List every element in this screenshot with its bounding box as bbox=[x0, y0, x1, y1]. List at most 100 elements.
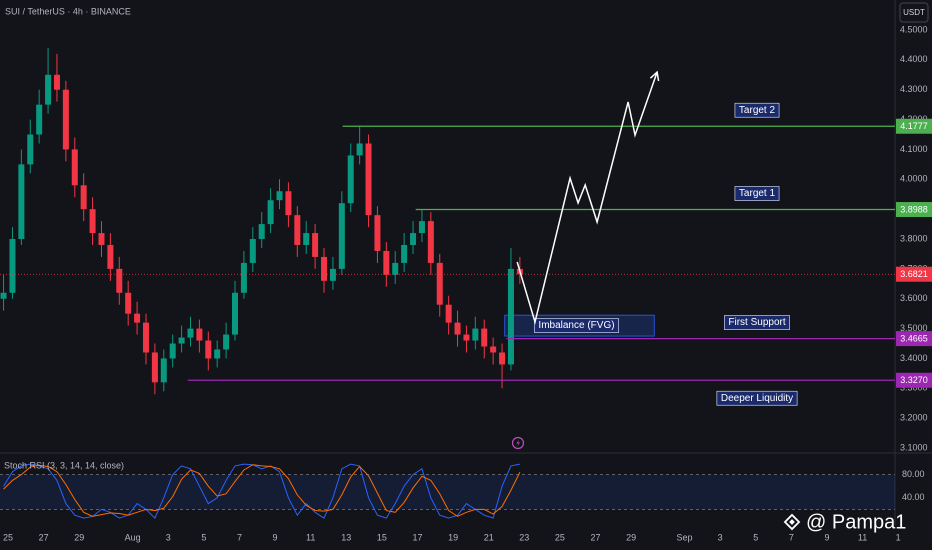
oscillator-pane: Stoch RSI (3, 3, 14, 14, close) bbox=[0, 460, 895, 519]
x-tick-label: 23 bbox=[519, 532, 529, 542]
projection-path bbox=[516, 71, 658, 325]
candle-body bbox=[392, 262, 399, 275]
x-tick-label: 3 bbox=[718, 532, 723, 542]
level-price-box bbox=[896, 118, 932, 134]
oscillator-title: Stoch RSI (3, 3, 14, 14, close) bbox=[4, 460, 124, 470]
candle-body bbox=[151, 352, 158, 383]
x-tick-label: 27 bbox=[39, 532, 49, 542]
x-tick-label: 29 bbox=[74, 532, 84, 542]
y-tick-label: 3.4000 bbox=[900, 353, 928, 363]
candle-body bbox=[36, 104, 43, 135]
candle-body bbox=[329, 268, 336, 281]
y-tick-label: 3.6000 bbox=[900, 293, 928, 303]
candle-body bbox=[107, 244, 114, 269]
candle-body bbox=[338, 203, 345, 269]
y-tick-label: 3.5000 bbox=[900, 323, 928, 333]
candle-body bbox=[142, 322, 149, 353]
level-name-box bbox=[734, 102, 780, 118]
candle-body bbox=[134, 313, 141, 323]
x-tick-label: 19 bbox=[448, 532, 458, 542]
x-tick-label: 13 bbox=[341, 532, 351, 542]
y-tick-label: 3.2000 bbox=[900, 413, 928, 423]
x-tick-label: 25 bbox=[555, 532, 565, 542]
x-tick-label: 25 bbox=[3, 532, 13, 542]
candle-body bbox=[71, 149, 78, 186]
projection-arrowhead bbox=[649, 70, 660, 82]
candle-body bbox=[53, 74, 60, 90]
x-tick-label: 21 bbox=[484, 532, 494, 542]
candle-body bbox=[258, 224, 265, 240]
candle-body bbox=[232, 292, 239, 335]
y-tick-label: 3.1000 bbox=[900, 442, 928, 452]
x-tick-label: 5 bbox=[753, 532, 758, 542]
level-name-box bbox=[734, 186, 780, 201]
x-tick-label: 9 bbox=[824, 532, 829, 542]
alert-icon bbox=[511, 436, 525, 450]
x-tick-label: Aug bbox=[125, 532, 141, 542]
y-tick-label: 4.4000 bbox=[900, 54, 928, 64]
oscillator-line bbox=[3, 463, 520, 519]
candle-body bbox=[418, 221, 425, 234]
level-price-label: 4.1777 bbox=[900, 121, 928, 131]
level-price-label: 3.4665 bbox=[900, 333, 928, 343]
candle-body bbox=[312, 233, 319, 257]
candle-body bbox=[178, 337, 185, 344]
candle-body bbox=[240, 262, 247, 293]
y-tick-label: 4.0000 bbox=[900, 174, 928, 184]
currency-label[interactable]: USDT bbox=[903, 8, 925, 17]
oscillator-line bbox=[3, 464, 521, 517]
candle-body bbox=[9, 239, 16, 293]
candle-body bbox=[18, 164, 25, 240]
candle-body bbox=[410, 233, 417, 245]
candle-body bbox=[356, 143, 363, 156]
candle-body bbox=[196, 328, 203, 341]
level-name-box bbox=[716, 390, 798, 406]
x-tick-label: 17 bbox=[412, 532, 422, 542]
candle-body bbox=[347, 155, 354, 204]
x-tick-label: Sep bbox=[677, 532, 693, 542]
candle-body bbox=[499, 352, 506, 365]
candle-body bbox=[223, 334, 230, 350]
x-tick-label: 1 bbox=[896, 532, 901, 542]
level-name: Deeper Liquidity bbox=[721, 393, 793, 404]
y-tick-label: 4.3000 bbox=[900, 84, 928, 94]
candle-body bbox=[80, 185, 87, 210]
watermark: @ Pampa1 bbox=[806, 511, 906, 533]
candle-body bbox=[0, 292, 7, 299]
oscillator-band bbox=[0, 474, 895, 510]
candle-body bbox=[490, 346, 497, 353]
candle-body bbox=[285, 191, 292, 216]
level-price-box bbox=[896, 202, 932, 218]
level-name-box bbox=[724, 315, 790, 330]
candle-body bbox=[401, 244, 408, 263]
level-price-box bbox=[896, 372, 932, 388]
level-name: First Support bbox=[728, 317, 785, 328]
candle-body bbox=[374, 215, 381, 251]
candle-body bbox=[160, 358, 167, 383]
x-tick-label: 5 bbox=[201, 532, 206, 542]
y-tick-label: 4.5000 bbox=[900, 24, 928, 34]
candle-body bbox=[169, 343, 176, 359]
candle-body bbox=[365, 143, 372, 216]
x-tick-label: 15 bbox=[377, 532, 387, 542]
x-tick-label: 27 bbox=[591, 532, 601, 542]
candle-body bbox=[27, 134, 34, 165]
level-price-label: 3.3270 bbox=[900, 375, 928, 385]
fvg-label: Imbalance (FVG) bbox=[538, 320, 614, 331]
candle-body bbox=[427, 221, 434, 263]
x-tick-label: 11 bbox=[306, 532, 315, 542]
candle-body bbox=[62, 89, 69, 150]
candle-body bbox=[45, 74, 52, 105]
candle-body bbox=[481, 328, 488, 347]
candle-body bbox=[303, 233, 310, 245]
currency-button[interactable] bbox=[899, 2, 929, 23]
candle-body bbox=[507, 268, 514, 365]
x-tick-label: 9 bbox=[273, 532, 278, 542]
symbol-header: SUI / TetherUS · 4h · BINANCE bbox=[5, 6, 131, 16]
level-price-label: 3.6821 bbox=[900, 269, 928, 279]
candle-body bbox=[98, 233, 105, 245]
level-price-box bbox=[896, 331, 932, 347]
candle-body bbox=[276, 191, 283, 201]
candle-body bbox=[125, 292, 132, 314]
